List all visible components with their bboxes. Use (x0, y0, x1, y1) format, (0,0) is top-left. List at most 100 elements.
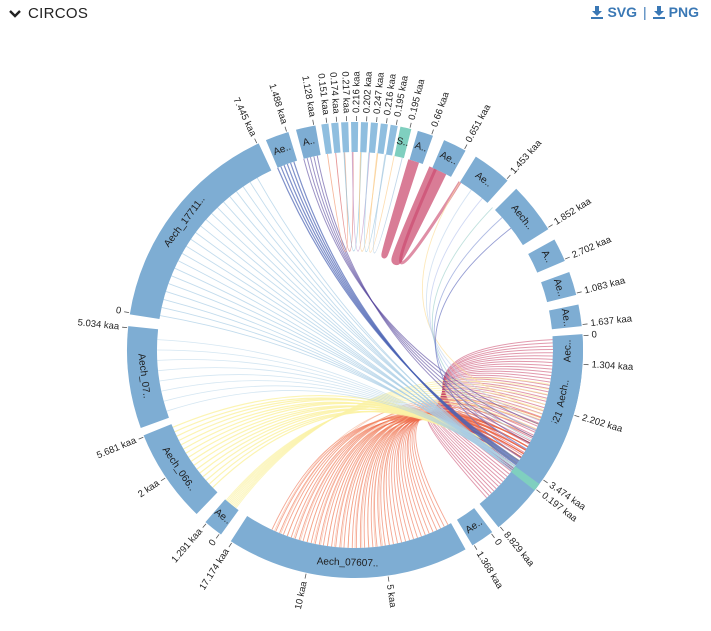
tick-label: 1.852 kaa (552, 196, 594, 228)
tick-label: 0.151 kaa (315, 73, 331, 116)
tick-label: 0 (591, 329, 597, 340)
chord-link (431, 207, 532, 441)
chord-link (316, 155, 527, 450)
tick-mark (284, 126, 287, 132)
segment-arc[interactable] (544, 372, 582, 417)
segment-arc[interactable] (331, 122, 341, 154)
tick-label: 0 (207, 537, 219, 548)
segment-arc[interactable] (295, 125, 321, 159)
segment-arc[interactable] (385, 124, 398, 156)
chord-link (293, 161, 517, 466)
segment-arc[interactable] (495, 188, 549, 246)
tick-label: 0.66 kaa (429, 90, 452, 129)
chord-link (230, 392, 544, 505)
tick-mark (138, 436, 144, 440)
segment-arc[interactable] (517, 417, 570, 481)
segment-arc[interactable] (205, 499, 239, 535)
chord-link (309, 156, 534, 438)
tick-mark (409, 122, 412, 128)
tick-label: 1.453 kaa (508, 137, 544, 176)
chord-link (229, 196, 515, 469)
chord-link (373, 154, 403, 254)
panel-header: CIRCOS SVG | PNG (0, 0, 711, 30)
segment-group: Aech_17521..Ae..Aech_07607..Ae..Aech_066… (127, 122, 583, 578)
segment-arc[interactable] (129, 143, 272, 320)
tick-mark (160, 477, 166, 482)
segment-arc[interactable] (351, 122, 359, 153)
chord-link (227, 397, 541, 503)
chord-link (256, 177, 515, 469)
tick-label: 0.195 kaa (407, 77, 428, 121)
segment-arc[interactable] (552, 336, 583, 366)
tick-label: 2 kaa (136, 478, 162, 501)
segment-arc[interactable] (360, 122, 369, 153)
tick-label: 1.488 kaa (266, 82, 289, 126)
export-png-button[interactable]: PNG (652, 4, 699, 20)
chord-link (205, 219, 515, 469)
tick-label: 1.304 kaa (591, 359, 634, 373)
tick-label: 5 kaa (384, 584, 398, 609)
chord-link (399, 168, 462, 265)
tick-label: 0.202 kaa (361, 71, 374, 114)
tick-label: 2.702 kaa (570, 234, 613, 261)
chord-link (421, 181, 544, 412)
chord-link (313, 156, 531, 444)
segment-arc[interactable] (528, 239, 565, 273)
chord-link (231, 389, 546, 506)
segment-arc[interactable] (341, 122, 350, 153)
tick-mark (543, 479, 548, 484)
tick-label: 5.034 kaa (77, 317, 120, 332)
segment-arc[interactable] (511, 466, 540, 491)
chord-link (172, 394, 520, 462)
export-png-label: PNG (668, 4, 699, 20)
segment-arc[interactable] (377, 123, 388, 155)
chord-link (157, 339, 514, 470)
tick-label: 0.217 kaa (339, 71, 352, 114)
tick-mark (491, 533, 495, 539)
segment-label: S.. (395, 136, 409, 149)
chord-link (426, 189, 541, 422)
segment-label: Aec.. (562, 340, 573, 363)
segment-label: A.. (302, 135, 316, 148)
segment-label: Aech_07.. (135, 353, 151, 399)
chord-link (286, 408, 534, 537)
tick-label: 1.637 kaa (590, 313, 633, 329)
segment-arc[interactable] (432, 140, 466, 177)
tick-mark (464, 144, 468, 150)
segment-arc[interactable] (368, 122, 379, 154)
collapse-toggle[interactable]: CIRCOS (8, 5, 88, 22)
segment-arc[interactable] (143, 424, 218, 515)
chord-link (429, 198, 537, 431)
segment-arc[interactable] (127, 326, 169, 428)
chord-link (226, 399, 539, 502)
tick-label: 0.216 kaa (351, 71, 362, 114)
segment-arc[interactable] (456, 508, 493, 546)
segment-arc[interactable] (394, 126, 412, 159)
chord-link (368, 153, 395, 253)
chord-link (391, 166, 447, 265)
segment-arc[interactable] (230, 516, 466, 578)
tick-mark (254, 138, 258, 144)
segment-arc[interactable] (409, 130, 433, 164)
tick-label: 1.291 kaa (169, 526, 205, 565)
chord-group (156, 152, 554, 549)
tick-label: 0 (115, 305, 122, 317)
export-svg-label: SVG (607, 4, 638, 20)
segment-arc[interactable] (321, 123, 332, 155)
tick-label: 7.445 kaa (230, 96, 258, 139)
download-icon (652, 5, 665, 19)
segment-arc[interactable] (541, 272, 577, 303)
segment-arc[interactable] (265, 131, 298, 168)
tick-mark (582, 323, 588, 325)
chord-link (249, 181, 516, 467)
chord-link (195, 232, 513, 471)
tick-mark (386, 118, 388, 124)
chord-link (433, 217, 527, 450)
tick-mark (576, 291, 582, 294)
segment-arc[interactable] (549, 304, 582, 330)
tick-mark (395, 119, 398, 125)
export-svg-button[interactable]: SVG (591, 4, 637, 20)
segment-arc[interactable] (459, 156, 508, 203)
panel-title: CIRCOS (28, 5, 89, 22)
export-group: SVG | PNG (591, 4, 699, 20)
